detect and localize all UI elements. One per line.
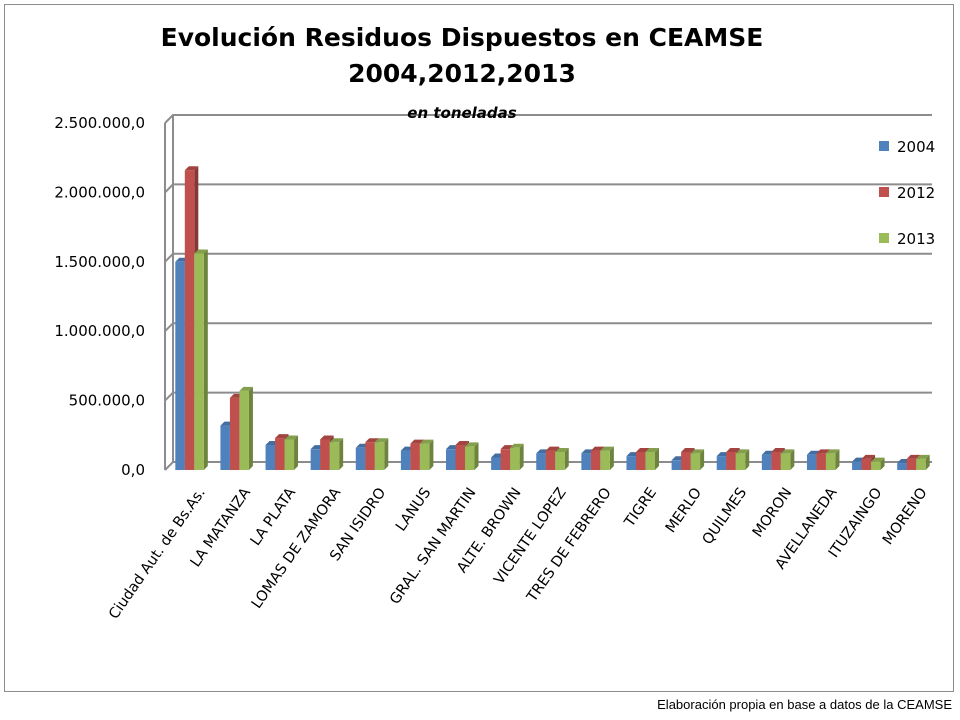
legend-label-2012: 2012 bbox=[897, 184, 935, 202]
x-tick-label: LA PLATA bbox=[248, 485, 299, 549]
x-tick-label: TIGRE bbox=[621, 485, 660, 531]
gridline bbox=[164, 252, 932, 263]
x-tick-label: LANUS bbox=[393, 485, 434, 534]
bar-2013 bbox=[825, 449, 840, 470]
bar-2013 bbox=[735, 449, 750, 470]
bar-2013 bbox=[329, 438, 344, 470]
legend-label-2004: 2004 bbox=[897, 138, 935, 156]
bar-2013 bbox=[510, 443, 524, 470]
bar-2013 bbox=[374, 438, 389, 470]
x-tick-label: MORON bbox=[750, 485, 795, 540]
gridline bbox=[164, 114, 932, 124]
bar-2013 bbox=[871, 457, 885, 470]
y-tick-label: 0,0 bbox=[121, 461, 145, 479]
bar-2013 bbox=[284, 435, 299, 470]
bar-2013 bbox=[465, 442, 479, 470]
legend-swatch-2004 bbox=[879, 141, 889, 151]
x-tick-label: GRAL. SAN MARTIN bbox=[387, 485, 479, 607]
y-axis-unit-label: en toneladas bbox=[407, 104, 517, 122]
x-tick-label: LOMAS DE ZAMORA bbox=[249, 485, 344, 612]
y-tick-label: 2.000.000,0 bbox=[54, 183, 145, 201]
gridline bbox=[164, 322, 932, 332]
chart-title: Evolución Residuos Dispuestos en CEAMSE bbox=[161, 23, 764, 52]
bar-2013 bbox=[916, 454, 930, 470]
gridlines bbox=[164, 114, 932, 471]
source-note: Elaboración propia en base a datos de la… bbox=[657, 697, 952, 712]
bar-2013 bbox=[555, 447, 569, 470]
chart-frame bbox=[4, 4, 954, 692]
bar-2013 bbox=[645, 447, 659, 470]
y-tick-label: 2.500.000,0 bbox=[54, 114, 145, 132]
bar-2013 bbox=[239, 386, 253, 470]
chart-subtitle: 2004,2012,2013 bbox=[348, 59, 576, 88]
x-tick-label: MORENO bbox=[880, 485, 931, 548]
bar-2013 bbox=[600, 446, 614, 470]
y-tick-label: 1.000.000,0 bbox=[54, 322, 145, 340]
bar-2013 bbox=[690, 449, 705, 470]
x-tick-label: TRES DE FEBRERO bbox=[524, 485, 615, 606]
legend: 2004 2012 2013 bbox=[879, 138, 935, 248]
bar-2013 bbox=[194, 249, 208, 470]
legend-swatch-2013 bbox=[879, 233, 889, 243]
x-tick-label: QUILMES bbox=[700, 485, 751, 548]
y-tick-label: 500.000,0 bbox=[69, 392, 145, 410]
bars bbox=[175, 166, 930, 470]
y-tick-label: 1.500.000,0 bbox=[54, 253, 145, 271]
y-axis-ticks: 0,0 500.000,0 1.000.000,0 1.500.000,0 2.000.… bbox=[54, 114, 145, 479]
gridline bbox=[164, 391, 932, 402]
x-tick-label: MERLO bbox=[663, 485, 705, 536]
legend-swatch-2012 bbox=[879, 187, 889, 197]
gridline bbox=[164, 183, 932, 194]
legend-label-2013: 2013 bbox=[897, 230, 935, 248]
bar-2013 bbox=[419, 439, 434, 470]
bar-2013 bbox=[780, 449, 795, 470]
